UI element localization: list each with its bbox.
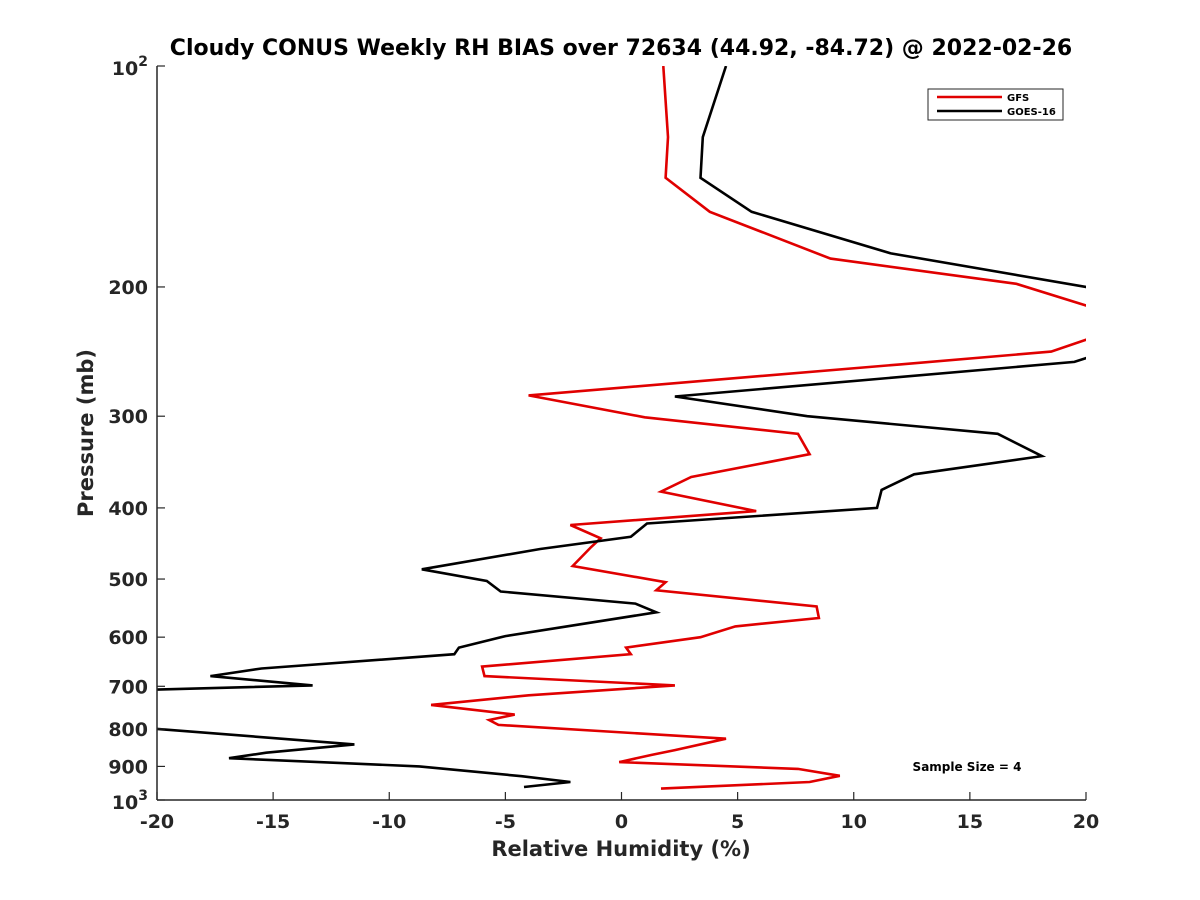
x-tick-label: 5: [731, 811, 744, 833]
y-tick-label: 400: [108, 498, 148, 520]
x-tick-label: 20: [1073, 811, 1099, 833]
chart-title: Cloudy CONUS Weekly RH BIAS over 72634 (…: [170, 36, 1072, 61]
y-tick-label: 900: [108, 756, 148, 778]
x-tick-label: 15: [957, 811, 983, 833]
y-tick-label: 600: [108, 627, 148, 649]
y-tick-label: 800: [108, 719, 148, 741]
x-axis-label: Relative Humidity (%): [491, 837, 750, 861]
legend: GFS GOES-16: [927, 88, 1064, 121]
series-layer: [157, 66, 1086, 790]
series-line-gfs: [430, 66, 1086, 790]
series-line-goes16: [157, 66, 1086, 789]
y-tick-base: 10: [112, 58, 138, 80]
x-tick-label: -20: [140, 811, 174, 833]
y-tick-label: 103: [112, 788, 148, 814]
y-tick-label: 500: [108, 569, 148, 591]
x-tick-label: -5: [495, 811, 516, 833]
y-tick-label: 300: [108, 406, 148, 428]
y-tick-label: 700: [108, 676, 148, 698]
x-ticks: -20 -15 -10 -5 0 5 10 15 20: [140, 792, 1099, 833]
legend-label-goes16: GOES-16: [1007, 107, 1056, 118]
y-tick-label: 102: [112, 54, 148, 80]
y-tick-exponent: 2: [138, 54, 148, 70]
y-tick-base: 10: [112, 792, 138, 814]
x-tick-label: -15: [256, 811, 290, 833]
legend-box: [927, 88, 1064, 121]
x-tick-label: 10: [841, 811, 867, 833]
y-tick-label: 200: [108, 277, 148, 299]
x-tick-label: 0: [615, 811, 628, 833]
plot-area: [157, 66, 1086, 800]
sample-size-annotation: Sample Size = 4: [913, 760, 1022, 774]
y-axis-label: Pressure (mb): [74, 349, 98, 517]
x-tick-label: -10: [372, 811, 406, 833]
legend-label-gfs: GFS: [1007, 93, 1029, 104]
y-tick-exponent: 3: [138, 788, 148, 804]
